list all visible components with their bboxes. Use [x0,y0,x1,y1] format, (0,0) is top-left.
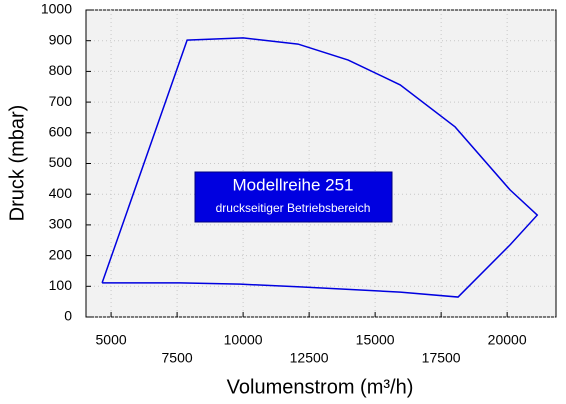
x-tick-label: 7500 [162,350,193,366]
x-tick-label: 10000 [224,332,263,348]
annotation-box [194,171,393,223]
x-axis-label: Volumenstrom (m³/h) [227,376,414,398]
y-tick-label: 1000 [41,1,72,17]
y-tick-label: 800 [49,62,73,78]
annotation-subtitle: druckseitiger Betriebsbereich [216,201,371,215]
x-tick-label: 5000 [96,332,127,348]
data-line [101,37,539,298]
y-tick-label: 400 [49,185,73,201]
x-tick-label: 12500 [290,350,329,366]
y-tick-label: 500 [49,154,73,170]
y-axis-label: Druck (mbar) [6,105,28,222]
y-tick-label: 200 [49,246,73,262]
annotation-title: Modellreihe 251 [233,175,354,194]
y-tick-label: 700 [49,93,73,109]
x-tick-label: 20000 [488,332,527,348]
x-tick-label: 15000 [356,332,395,348]
plot-area [85,9,557,318]
y-tick-label: 300 [49,216,73,232]
x-tick-label: 17500 [422,350,461,366]
y-tick-label: 900 [49,31,73,47]
y-tick-label: 600 [49,124,73,140]
y-tick-label: 100 [49,277,73,293]
y-tick-label: 0 [64,308,72,324]
